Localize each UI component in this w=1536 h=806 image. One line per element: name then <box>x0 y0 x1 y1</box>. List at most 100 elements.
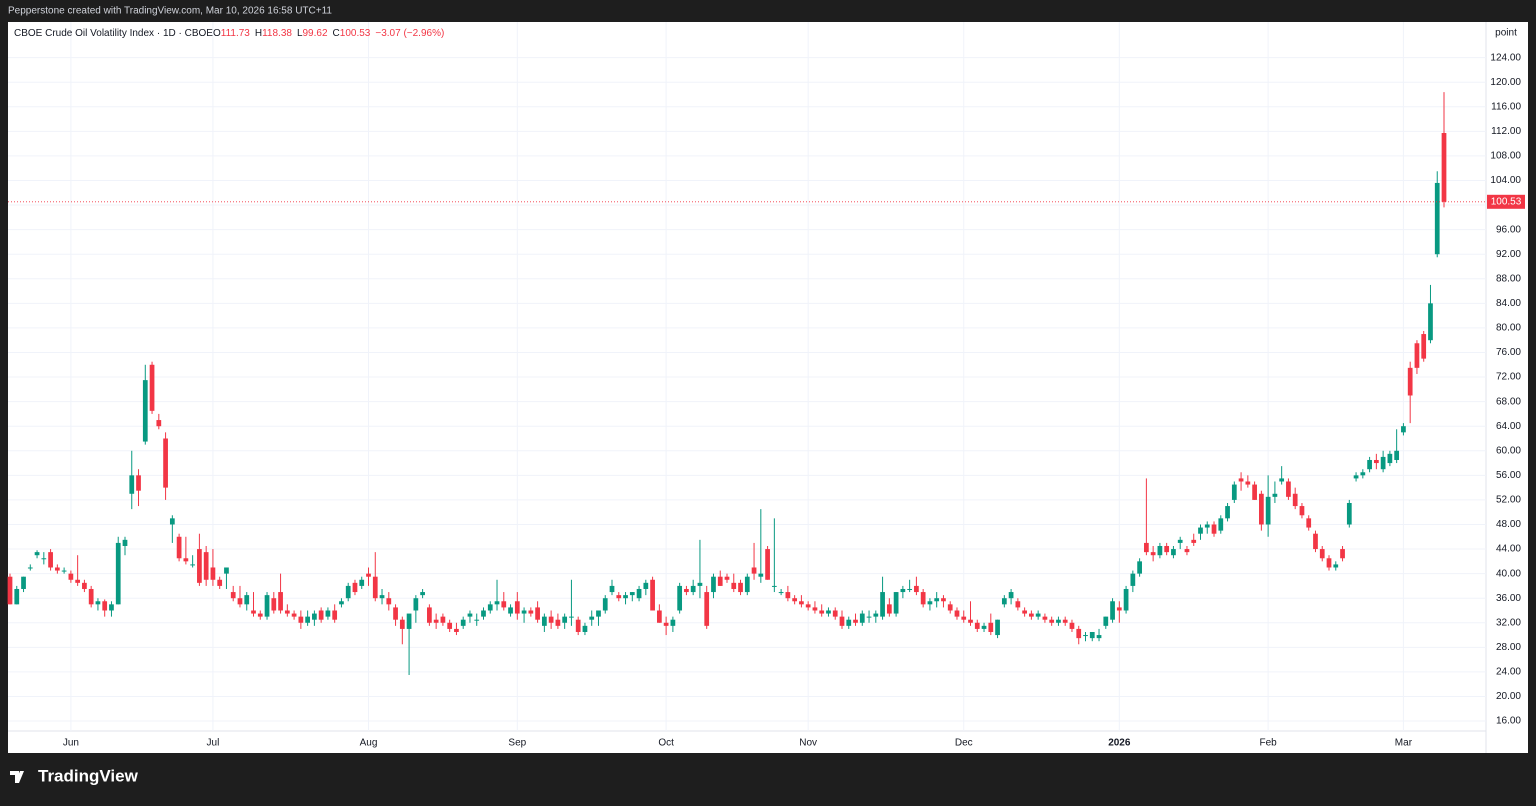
y-tick-label: 40.00 <box>1496 568 1521 579</box>
credit: Pepperstone created with TradingView.com… <box>8 6 332 17</box>
candle-body <box>1421 334 1427 359</box>
candle-body <box>1123 588 1129 611</box>
candle-body <box>920 592 926 605</box>
candle-body <box>325 610 331 617</box>
candle-body <box>1022 610 1027 614</box>
x-tick-label: Jun <box>63 738 79 749</box>
candle-body <box>1029 613 1034 617</box>
x-tick-label: Aug <box>360 738 378 749</box>
candle-body <box>136 475 141 491</box>
candle-body <box>1164 545 1170 553</box>
candle-body <box>122 539 128 546</box>
candle-body <box>832 610 838 617</box>
y-tick-label: 36.00 <box>1496 593 1521 604</box>
candle-body <box>616 595 622 599</box>
candle-body <box>1394 450 1400 460</box>
candle-body <box>974 622 980 629</box>
candle-body <box>1096 635 1102 639</box>
candle-body <box>907 588 912 590</box>
candle-body <box>1272 493 1278 497</box>
candle-body <box>393 607 398 620</box>
candle-body <box>711 576 716 593</box>
candle-body <box>846 619 852 626</box>
candle-body <box>1130 573 1136 586</box>
candle-body <box>602 598 608 611</box>
y-tick-label: 92.00 <box>1496 249 1521 260</box>
candle-body <box>514 601 520 614</box>
candle-body <box>413 598 419 611</box>
logo-text: TradingView <box>38 766 139 785</box>
candle-body <box>1340 549 1345 559</box>
candle-body <box>271 598 277 611</box>
candle-body <box>1259 493 1264 525</box>
candle-body <box>305 616 310 623</box>
candle-body <box>257 613 263 617</box>
candle-body <box>203 552 209 580</box>
y-tick-label: 104.00 <box>1490 175 1521 186</box>
candle-body <box>210 567 216 580</box>
candle-body <box>690 585 696 593</box>
candle-body <box>1231 484 1237 500</box>
candle-body <box>778 592 784 594</box>
candle-body <box>1292 493 1298 507</box>
candle-body <box>569 616 574 618</box>
y-tick-label: 56.00 <box>1496 470 1521 481</box>
candle-body <box>738 582 743 593</box>
candle-body <box>75 579 81 583</box>
candle-body <box>670 619 676 626</box>
candle-body <box>129 475 135 494</box>
candle-body <box>190 564 195 566</box>
y-tick-label: 124.00 <box>1490 52 1521 63</box>
candle-body <box>467 613 473 617</box>
candle-body <box>1286 481 1291 497</box>
candle-body <box>528 610 534 614</box>
candle-body <box>1218 518 1224 531</box>
candle-body <box>643 582 649 589</box>
candle-body <box>433 619 439 623</box>
candle-body <box>352 582 358 593</box>
candle-body <box>555 619 561 626</box>
candle-body <box>291 613 297 617</box>
candle-body <box>1056 619 1061 623</box>
candle-body <box>656 610 662 623</box>
change-label: −3.07 (−2.96%) <box>375 28 444 39</box>
candle-body <box>589 616 595 620</box>
candle-body <box>792 598 798 602</box>
candle-body <box>765 549 770 580</box>
candle-body <box>596 610 601 617</box>
candle-body <box>1171 549 1176 556</box>
candle-body <box>542 616 547 626</box>
candle-body <box>460 619 466 626</box>
candle-body <box>1319 549 1325 559</box>
candle-body <box>995 619 1000 636</box>
logo: TradingView <box>10 766 139 785</box>
candle-body <box>1428 303 1433 341</box>
y-tick-label: 20.00 <box>1496 691 1521 702</box>
candle-body <box>521 610 527 614</box>
candle-body <box>142 380 148 442</box>
y-tick-label: 108.00 <box>1490 151 1521 162</box>
candle-body <box>697 582 703 586</box>
candle-body <box>109 604 114 611</box>
candle-body <box>636 588 642 599</box>
candle-body <box>663 622 669 626</box>
candle-body <box>88 588 94 605</box>
candle-body <box>1245 481 1251 485</box>
candle-body <box>115 542 121 605</box>
candle-body <box>1103 616 1109 626</box>
candle-body <box>1306 518 1312 528</box>
y-tick-label: 64.00 <box>1496 421 1521 432</box>
candle-body <box>339 601 344 605</box>
candle-body <box>487 604 493 611</box>
candle-body <box>1252 484 1257 500</box>
candle-body <box>95 601 101 605</box>
candle-body <box>359 579 365 586</box>
candle-body <box>914 585 919 593</box>
y-tick-label: 32.00 <box>1496 617 1521 628</box>
candle-body <box>988 622 994 632</box>
y-tick-label: 72.00 <box>1496 372 1521 383</box>
candle-body <box>14 588 20 605</box>
candle-body <box>1238 478 1244 482</box>
candle-body <box>102 601 108 611</box>
candle-body <box>1144 542 1149 553</box>
